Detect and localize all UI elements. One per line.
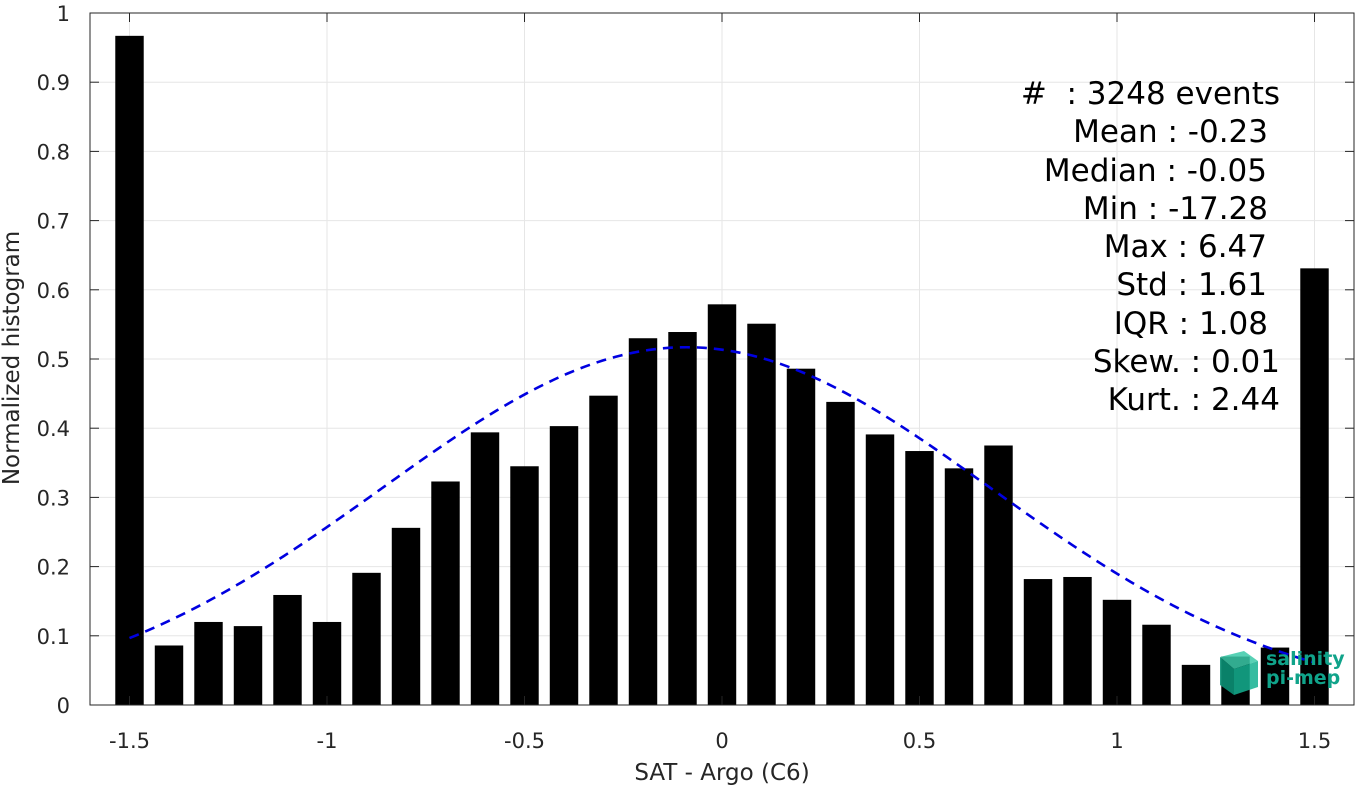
histogram-bar (1102, 599, 1132, 705)
histogram-bar (1260, 647, 1290, 705)
bars (115, 35, 1329, 705)
x-tick-label: -1 (317, 729, 338, 753)
histogram-bar (1181, 664, 1211, 705)
stat-kurt: Kurt. : 2.44 (1107, 382, 1280, 419)
stat-iqr: IQR : 1.08 (1113, 305, 1268, 342)
logo-line-2: pi-mep (1266, 667, 1341, 689)
histogram-bar (352, 572, 381, 705)
histogram-bar (826, 401, 855, 705)
histogram-bar (154, 645, 184, 705)
histogram-bar (944, 468, 974, 705)
stat-mean: Mean : -0.23 (1073, 114, 1268, 151)
histogram-bar (470, 432, 500, 705)
histogram-bar (707, 304, 737, 705)
histogram-bar (786, 368, 816, 705)
histogram-bar (391, 527, 421, 705)
x-axis-tick-labels: -1.5 -1 -0.5 0 0.5 1 1.5 (109, 729, 1331, 753)
histogram-bar (273, 594, 302, 705)
y-tick-label: 0.6 (37, 279, 70, 303)
x-tick-label: 1.5 (1298, 729, 1331, 753)
histogram-bar (747, 323, 776, 705)
stat-min: Min : -17.28 (1082, 190, 1268, 227)
y-tick-label: 0.7 (37, 210, 70, 234)
y-tick-label: 0.4 (37, 417, 70, 441)
histogram-bar (628, 338, 658, 705)
histogram-bar (589, 395, 618, 705)
histogram-bar (865, 434, 895, 705)
y-tick-label: 0.2 (37, 556, 70, 580)
histogram-bar (1063, 576, 1092, 705)
x-tick-label: 0.5 (903, 729, 936, 753)
y-tick-label: 0.1 (37, 625, 70, 649)
histogram-bar (1023, 579, 1053, 705)
histogram-bar (194, 621, 223, 705)
histogram-bar (905, 451, 934, 705)
stat-skew: Skew. : 0.01 (1092, 344, 1280, 381)
y-tick-label: 0.5 (37, 348, 70, 372)
gaussian-fit-curve (129, 345, 1315, 664)
y-axis-tick-labels: 0 0.1 0.2 0.3 0.4 0.5 0.6 0.7 0.8 0.9 1 (37, 2, 70, 718)
logo-line-1: salinity (1266, 648, 1345, 670)
y-tick-label: 0.8 (37, 140, 70, 164)
histogram-bar (115, 35, 144, 705)
stat-std: Std : 1.61 (1116, 267, 1267, 304)
histogram-bar (1300, 268, 1329, 705)
histogram-bar (431, 481, 460, 705)
y-tick-label: 1 (57, 2, 70, 26)
histogram-bar (312, 621, 342, 705)
axis-ticks (90, 12, 1354, 706)
y-tick-label: 0.3 (37, 486, 70, 510)
stat-median: Median : -0.05 (1043, 152, 1267, 189)
histogram-bar (510, 466, 539, 705)
y-axis-title: Normalized histogram (0, 231, 25, 485)
logo-cube-icon (1220, 651, 1258, 695)
y-tick-label: 0.9 (37, 71, 70, 95)
salinity-pi-mep-logo: salinity pi-mep (1214, 645, 1354, 695)
x-tick-label: -1.5 (109, 729, 150, 753)
statistics-annotation: # : 3248 events Mean : -0.23 Median : -0… (960, 75, 1280, 420)
histogram-bar (549, 426, 579, 705)
x-axis-title: SAT - Argo (C6) (634, 760, 809, 786)
stat-max: Max : 6.47 (1103, 229, 1267, 266)
histogram-bar (1142, 624, 1171, 705)
histogram-bar (233, 626, 263, 705)
x-tick-label: 1 (1110, 729, 1123, 753)
histogram-bar (668, 332, 697, 705)
stat-events: # : 3248 events (1020, 76, 1280, 112)
x-tick-label: -0.5 (504, 729, 545, 753)
x-tick-label: 0 (715, 729, 728, 753)
y-tick-label: 0 (57, 694, 70, 718)
histogram-bar (984, 445, 1013, 705)
